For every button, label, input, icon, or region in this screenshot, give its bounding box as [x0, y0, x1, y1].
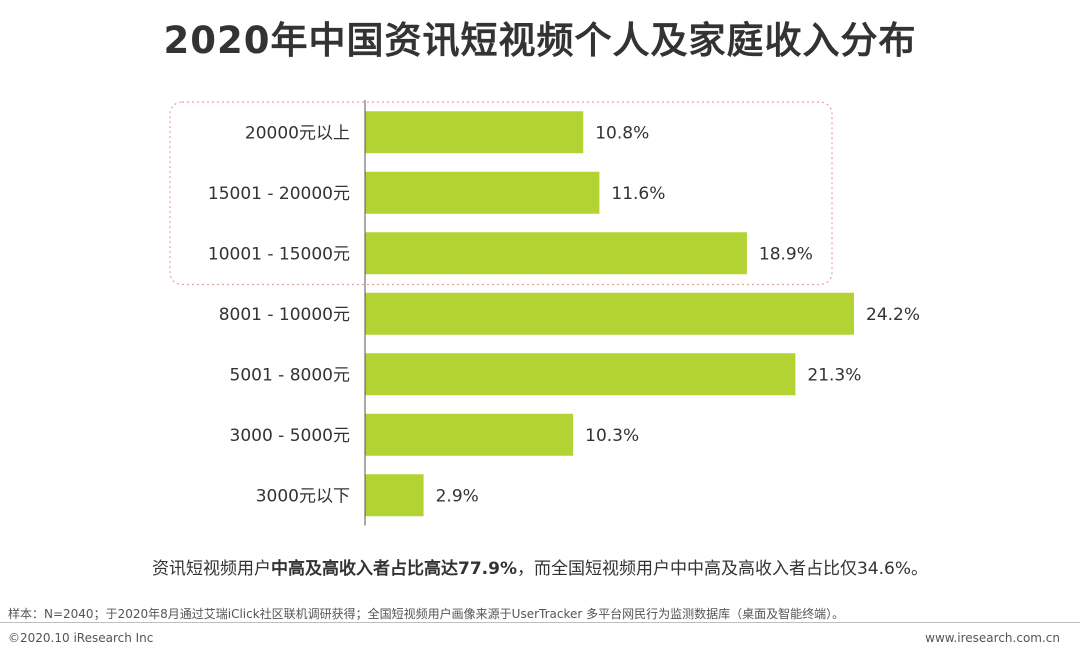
bar [365, 111, 584, 154]
bar [365, 474, 424, 517]
source-note: 样本：N=2040；于2020年8月通过艾瑞iClick社区联机调研获得；全国短… [8, 607, 845, 621]
chart-title: 2020年中国资讯短视频个人及家庭收入分布 [163, 19, 917, 62]
data-label: 21.3% [807, 365, 861, 385]
website-link[interactable]: www.iresearch.com.cn [925, 631, 1060, 645]
data-label: 2.9% [436, 486, 479, 506]
highlight-box [169, 101, 833, 286]
data-label: 18.9% [759, 244, 813, 264]
bar [365, 413, 574, 456]
category-label: 3000 - 5000元 [230, 426, 350, 446]
data-label: 10.8% [595, 123, 649, 143]
bar-chart: 20000元以上 10.8% 15001 - 20000元 11.6% 10001 - … [169, 100, 920, 526]
category-label: 15001 - 20000元 [208, 184, 350, 204]
bar [365, 171, 600, 214]
data-label: 24.2% [866, 305, 920, 325]
copyright-text: ©2020.10 iResearch Inc [8, 631, 154, 645]
bar [365, 232, 747, 275]
category-label: 5001 - 8000元 [230, 365, 350, 385]
note-highlight-text: 中高及高收入者占比高达77.9% [271, 559, 517, 579]
data-label: 10.3% [585, 426, 639, 446]
bar [365, 292, 854, 335]
category-label: 3000元以下 [256, 486, 350, 506]
category-label: 20000元以上 [245, 123, 350, 143]
note-text-2: ，而全国短视频用户中中高及高收入者占比仅34.6%。 [516, 559, 928, 579]
footer-divider [0, 622, 1080, 623]
category-label: 8001 - 10000元 [219, 305, 350, 325]
note-text-1: 资讯短视频用户 [152, 559, 271, 579]
category-label: 10001 - 15000元 [208, 244, 350, 264]
bar [365, 353, 796, 396]
data-label: 11.6% [611, 184, 665, 204]
chart-note: 资讯短视频用户中高及高收入者占比高达77.9%，而全国短视频用户中中高及高收入者… [0, 554, 1080, 579]
